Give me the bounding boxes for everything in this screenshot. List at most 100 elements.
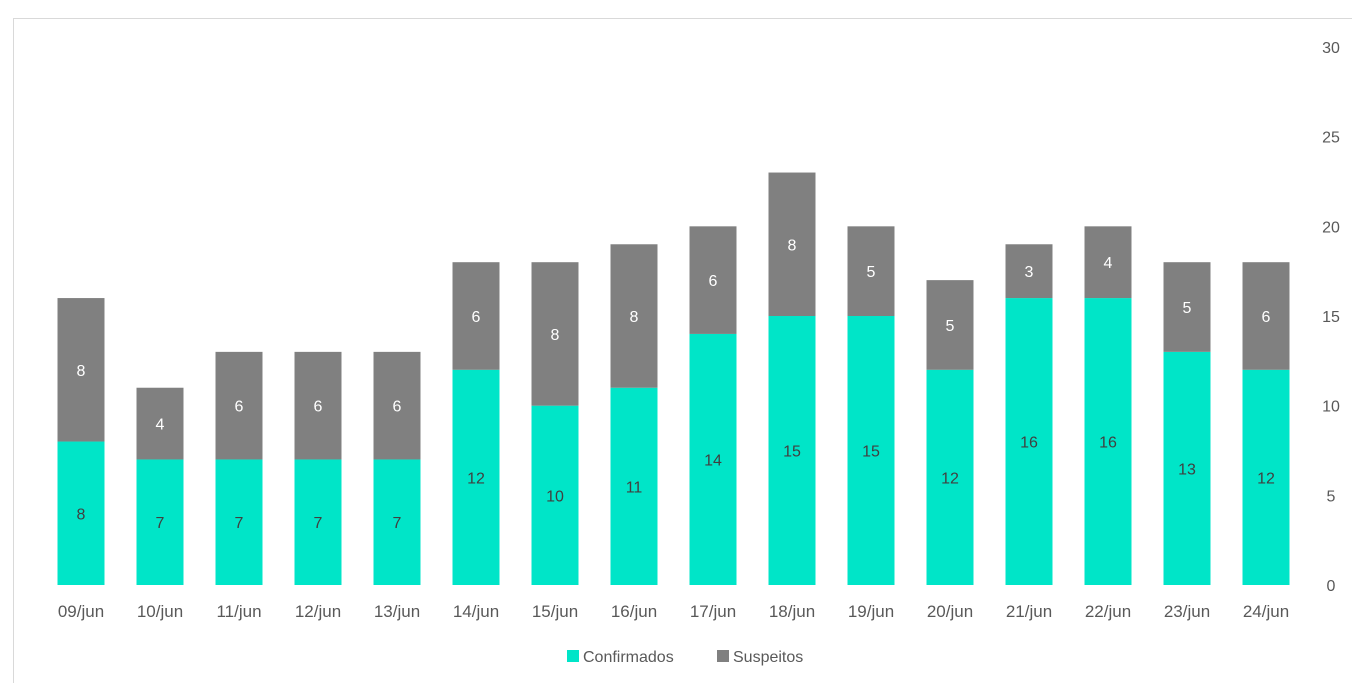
x-tick-label: 15/jun: [532, 602, 578, 621]
bar-suspeitos: [57, 298, 105, 442]
data-label: 12: [1257, 470, 1275, 487]
data-label: 8: [788, 237, 797, 254]
legend-swatch-confirmados: [567, 650, 579, 662]
data-label: 3: [1025, 264, 1034, 281]
data-label: 7: [235, 515, 244, 532]
bar-confirmados: [373, 459, 421, 585]
bar-confirmados: [1242, 369, 1290, 585]
data-label: 6: [314, 399, 323, 416]
y-tick-label: 30: [1322, 40, 1340, 57]
bar-suspeitos: [689, 226, 737, 334]
bar-confirmados: [136, 459, 184, 585]
bar-suspeitos: [294, 351, 342, 460]
data-label: 12: [941, 470, 959, 487]
bar-suspeitos: [1005, 244, 1053, 299]
data-label: 14: [704, 452, 722, 469]
bar-confirmados: [1005, 298, 1053, 585]
bar-suspeitos: [136, 387, 184, 460]
data-label: 8: [77, 363, 86, 380]
bar-suspeitos: [847, 226, 895, 316]
frame-border-left: [13, 18, 14, 683]
x-tick-label: 24/jun: [1243, 602, 1289, 621]
data-label: 5: [946, 318, 955, 335]
frame-border-top: [13, 18, 1352, 19]
data-label: 6: [235, 399, 244, 416]
data-label: 7: [314, 515, 323, 532]
data-label: 6: [1262, 309, 1271, 326]
bar-suspeitos: [610, 244, 658, 388]
data-label: 15: [783, 444, 801, 461]
y-tick-label: 20: [1322, 219, 1340, 236]
x-tick-label: 23/jun: [1164, 602, 1210, 621]
data-label: 6: [472, 309, 481, 326]
data-label: 15: [862, 444, 880, 461]
y-tick-label: 25: [1322, 130, 1340, 147]
data-label: 6: [709, 273, 718, 290]
x-tick-label: 11/jun: [216, 602, 261, 621]
bar-confirmados: [768, 316, 816, 585]
y-tick-label: 0: [1327, 578, 1336, 595]
data-label: 8: [630, 309, 639, 326]
bar-confirmados: [531, 405, 579, 585]
x-tick-label: 17/jun: [690, 602, 736, 621]
bar-suspeitos: [531, 262, 579, 406]
data-label: 8: [551, 327, 560, 344]
bar-confirmados: [452, 369, 500, 585]
data-label: 5: [867, 264, 876, 281]
bar-confirmados: [57, 441, 105, 585]
bar-confirmados: [294, 459, 342, 585]
y-axis: 0 5 10 15 20 25 30: [1322, 40, 1340, 595]
y-tick-label: 10: [1322, 399, 1340, 416]
data-label: 5: [1183, 300, 1192, 317]
bars-layer: [57, 172, 1290, 585]
y-tick-label: 5: [1327, 488, 1336, 505]
x-tick-label: 20/jun: [927, 602, 973, 621]
bar-suspeitos: [215, 351, 263, 460]
x-axis: 09/jun 10/jun 11/jun 12/jun 13/jun 14/jun 15/j…: [58, 602, 1289, 621]
bar-suspeitos: [1163, 262, 1211, 352]
data-label: 6: [393, 399, 402, 416]
bar-confirmados: [215, 459, 263, 585]
data-label: 13: [1178, 461, 1196, 478]
data-label: 11: [626, 479, 643, 496]
x-tick-label: 14/jun: [453, 602, 499, 621]
x-tick-label: 22/jun: [1085, 602, 1131, 621]
bar-confirmados: [1163, 351, 1211, 585]
data-label: 7: [393, 515, 402, 532]
bar-suspeitos: [926, 280, 974, 370]
bar-suspeitos: [768, 172, 816, 316]
bar-suspeitos: [452, 262, 500, 370]
bar-suspeitos: [1242, 262, 1290, 370]
bar-confirmados: [610, 387, 658, 585]
x-tick-label: 13/jun: [374, 602, 420, 621]
bar-confirmados: [926, 369, 974, 585]
bar-confirmados: [689, 333, 737, 585]
data-label: 10: [546, 488, 564, 505]
data-labels-layer: 8 8 7 4 7 6 7 6 7 6 12 6 10 8 11 8 14 6 15 8 15 5 12 5 16 3 16 4 13 5…: [77, 237, 1275, 532]
bar-suspeitos: [373, 351, 421, 460]
x-tick-label: 09/jun: [58, 602, 104, 621]
legend-label-suspeitos: Suspeitos: [733, 649, 803, 666]
x-tick-label: 19/jun: [848, 602, 894, 621]
data-label: 16: [1020, 435, 1038, 452]
data-label: 4: [1104, 255, 1113, 272]
y-tick-label: 15: [1322, 309, 1340, 326]
bar-confirmados: [847, 316, 895, 585]
x-tick-label: 18/jun: [769, 602, 815, 621]
legend-swatch-suspeitos: [717, 650, 729, 662]
data-label: 4: [156, 417, 165, 434]
x-tick-label: 16/jun: [611, 602, 657, 621]
x-tick-label: 10/jun: [137, 602, 183, 621]
data-label: 7: [156, 515, 165, 532]
bar-suspeitos: [1084, 226, 1132, 299]
data-label: 12: [467, 470, 485, 487]
legend: Confirmados Suspeitos: [567, 649, 803, 666]
legend-label-confirmados: Confirmados: [583, 649, 674, 666]
data-label: 16: [1099, 435, 1117, 452]
x-tick-label: 21/jun: [1006, 602, 1052, 621]
data-label: 8: [77, 506, 86, 523]
x-tick-label: 12/jun: [295, 602, 341, 621]
bar-confirmados: [1084, 298, 1132, 585]
